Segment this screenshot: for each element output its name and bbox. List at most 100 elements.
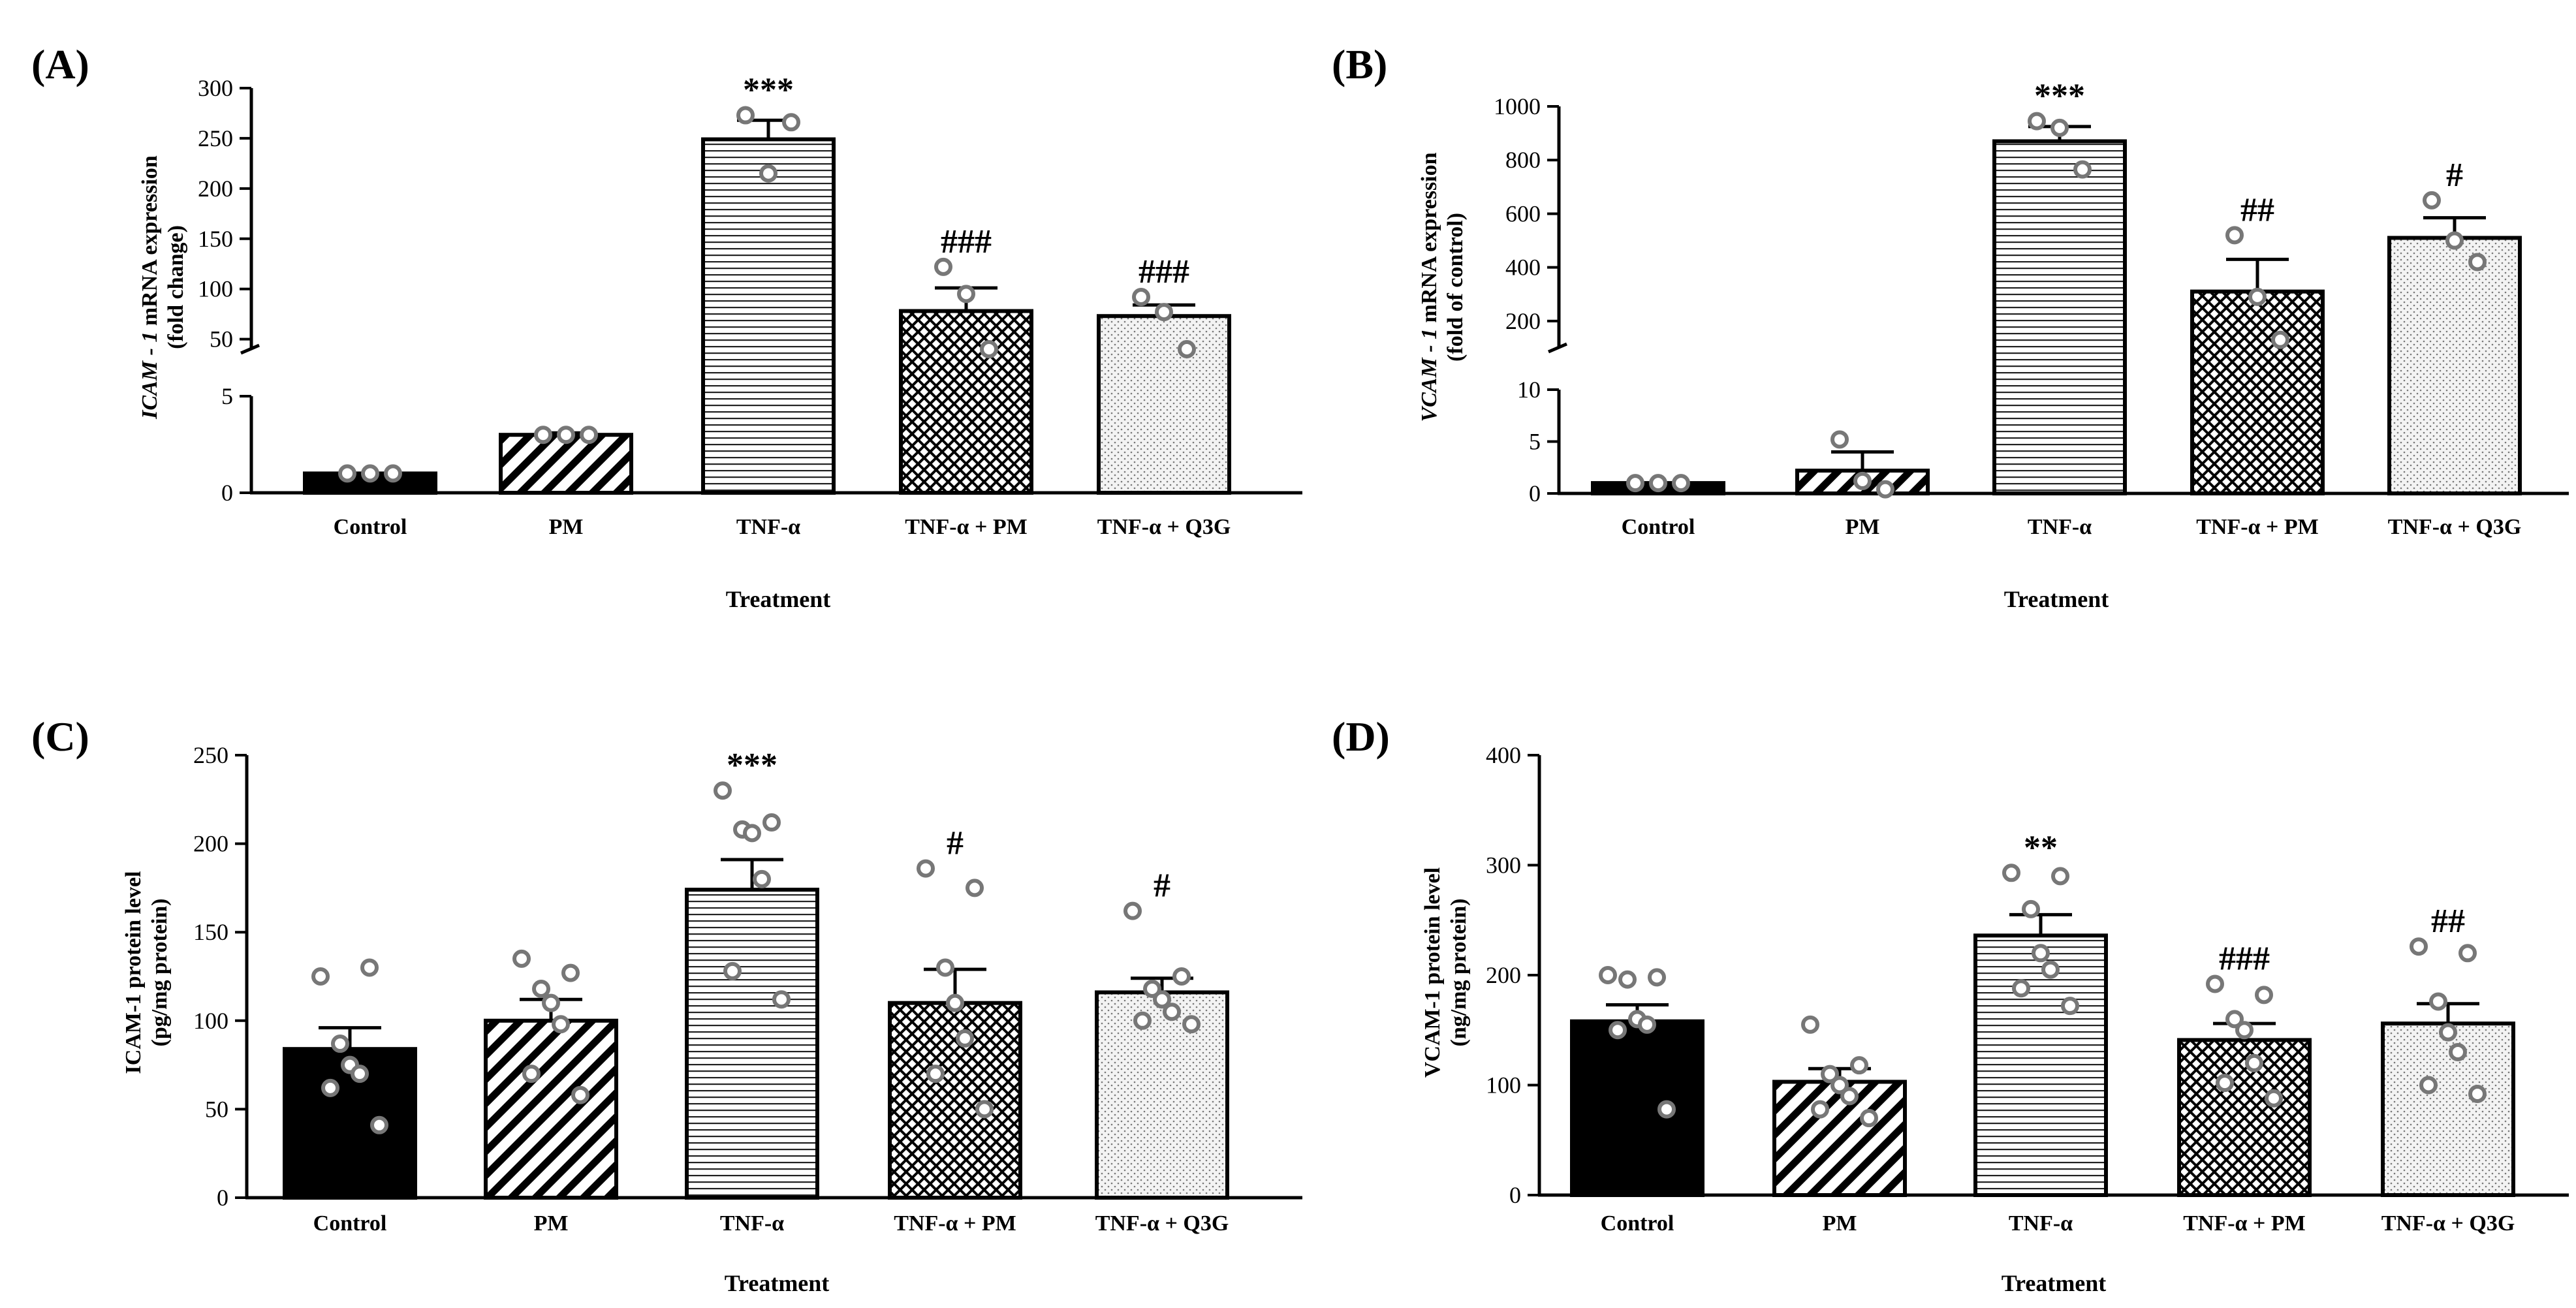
panel-a-data-point [736,106,755,125]
panel-a-data-point [782,113,800,132]
panel-a-x-tick-label: TNF-α + Q3G [1097,515,1231,539]
panel-c-data-point [723,961,742,980]
panel-d-data-point [1638,1015,1656,1034]
panel-d-data-point [2468,1084,2487,1103]
panel-a-significance-tnf-pm: ### [941,223,992,260]
panel-c-significance-tnf: *** [727,747,778,784]
panel-d-data-point [2429,992,2447,1011]
panel-b-data-point [2445,231,2464,250]
panel-a-x-tick-label: Control [334,515,407,539]
panel-c-data-point [571,1085,589,1104]
panel-b-x-tick-label: TNF-α + Q3G [2388,515,2522,539]
panel-d-data-point [2051,867,2069,886]
panel-c-bar-tnf-q3g [1095,990,1229,1200]
panel-c-data-point [532,979,550,998]
panel-b-y-tick-label: 10 [1517,377,1541,403]
panel-a-y-tick-label: 250 [198,125,233,151]
panel-a-data-point [1155,303,1173,322]
panel-a-data-point [534,426,552,444]
panel-c-significance-tnf-q3g: # [1154,867,1170,905]
panel-d-x-label: Treatment [2002,1270,2107,1296]
panel-b-data-point [2271,330,2289,349]
panel-c-y-tick-label: 0 [217,1185,228,1211]
panel-b-y-tick-label: 800 [1505,147,1541,173]
panel-c-data-point [561,963,580,982]
panel-b-data-point [1672,474,1690,493]
panel-c-data-point [975,1100,994,1119]
panel-c-bar-pm [484,1018,618,1200]
panel-a-y-label-gene: ICAM - 1 [138,332,162,420]
panel-c-bar-tnf-pm [888,1001,1022,1200]
panel-c-x-tick-label: PM [534,1211,569,1236]
panel-c-y-label-unit: (pg/mg protein) [148,899,172,1047]
panel-b-data-point [1876,480,1894,499]
panel-a-data-point [934,257,952,276]
panel-a-data-point [384,464,402,483]
panel-d-data-point [2419,1076,2438,1095]
panel-d-data-point [2245,1053,2263,1072]
panel-a-bar-tnf-q3g [1097,314,1231,495]
panel-c-x-tick-label: Control [313,1211,387,1236]
panel-c-data-point [753,869,771,888]
panel-b-x-label: Treatment [2004,586,2109,612]
panel-a-x-tick-label: TNF-α + PM [905,515,1028,539]
panel-b-significance-tnf-pm: ## [2240,191,2274,228]
panel-a-significance-tnf-q3g: ### [1139,253,1189,290]
panel-a-x-tick-label: PM [549,515,584,539]
panel-d-data-point [2216,1074,2234,1093]
panel-d-data-point [2061,997,2079,1016]
panel-d-data-point [1840,1087,1859,1106]
panel-a-y-tick-label: 150 [198,226,233,252]
panel-d-data-point [2022,899,2040,918]
panel-b: (B) VCAM - 1 mRNA expression (fold of co… [1332,41,2569,612]
panel-b-significance-tnf: *** [2034,78,2085,115]
panel-d-plot: 0 100 200 300 400 Control PM ** TNF-α ### TNF-α + … [1486,742,2569,1236]
panel-d-x-tick-label: TNF-α [2009,1211,2073,1236]
panel-c-y-tick-label: 150 [193,919,228,945]
panel-a-data-point [1178,340,1196,358]
panel-b-x-tick-label: TNF-α [2028,515,2092,539]
panel-b-y-label-unit: (fold of control) [1443,213,1468,362]
panel-d-data-point [2439,1023,2457,1042]
panel-b-data-point [1830,430,1849,449]
panel-d-data-point [1860,1109,1878,1128]
panel-d-data-point [1609,1021,1627,1040]
panel-d-data-point [2041,960,2060,979]
panel-c-data-point [512,949,531,968]
panel-d-bar-tnf [1973,933,2108,1197]
panel-a-y-tick-label: 5 [221,383,233,409]
panel-c-y-label: ICAM-1 protein level [121,871,146,1074]
panel-c-data-point [1163,1003,1181,1021]
panel-a-data-point [338,464,356,483]
panel-b-y-tick-label: 5 [1529,429,1541,455]
panel-c-x-tick-label: TNF-α + Q3G [1095,1211,1229,1236]
panel-b-x-tick-label: Control [1622,515,1695,539]
panel-d-data-point [2449,1042,2467,1061]
panel-a-data-point [957,285,975,304]
panel-b-y-tick-label: 1000 [1494,93,1541,119]
panel-b-y-label-rest: mRNA expression [1417,152,1441,328]
panel-d-data-point [2002,864,2020,882]
panel-a-bar-tnf-pm [899,309,1033,495]
panel-d-data-point [1850,1056,1868,1075]
panel-b-y-label: VCAM - 1 mRNA expression [1417,152,1441,422]
panel-d-data-point [2235,1021,2254,1040]
panel-d-y-tick-label: 300 [1486,852,1521,879]
panel-c-x-label: Treatment [725,1270,830,1296]
panel-d-x-tick-label: TNF-α + Q3G [2381,1211,2515,1236]
panel-c-data-point [331,1035,349,1053]
panel-b-data-point [1626,474,1644,493]
panel-c-data-point [936,958,954,977]
panel-c-label: (C) [31,713,89,760]
panel-b-x-tick-label: TNF-α + PM [2196,515,2319,539]
panel-d-data-point [2012,979,2030,998]
panel-d-data-point [1599,966,1617,984]
panel-d-data-point [1657,1100,1676,1119]
panel-c-data-point [360,958,379,977]
panel-d-data-point [2032,944,2050,963]
panel-b-bar-tnf-pm [2190,289,2325,495]
panel-a-x-label: Treatment [726,586,831,612]
panel-c-plot: 0 50 100 150 200 250 Control PM *** TNF-α # TNF-α +… [193,742,1302,1236]
panel-d-data-point [2458,944,2477,963]
panel-c-data-point [522,1065,541,1083]
